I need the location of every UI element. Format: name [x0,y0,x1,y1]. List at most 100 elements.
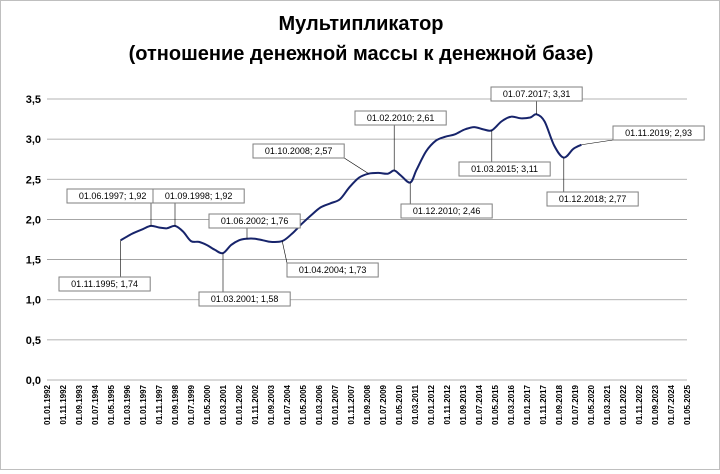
annotation: 01.03.2001; 1,58 [198,253,291,307]
series-line [120,113,582,255]
series-layer [120,113,582,255]
annotation-label: 01.03.2001; 1,58 [211,294,279,304]
y-axis-ticks: 0,0 0,5 1,0 1,5 2,0 2,5 3,0 3,5 [26,94,41,387]
annotation-label: 01.11.1995; 1,74 [71,279,138,289]
x-tick-label: 01.07.2009 [379,384,388,425]
annotation-box [208,213,301,229]
annotation-label: 01.12.2018; 2,77 [559,194,627,204]
x-tick-label: 01.09.2008 [363,384,372,425]
annotation: 01.06.1997; 1,92 [66,188,159,226]
x-tick-label: 01.09.2023 [651,384,660,425]
annotation-box [490,86,583,102]
chart-title-line1: Мультипликатор [278,13,443,35]
chart-title-line2: (отношение денежной массы к денежной баз… [129,43,594,65]
annotation: 01.09.1998; 1,92 [152,188,245,226]
annotation: 01.11.1995; 1,74 [58,240,151,292]
annotation-label: 01.09.1998; 1,92 [165,191,233,201]
annotation-box [152,188,245,204]
x-tick-label: 01.11.2012 [443,384,452,424]
x-tick-label: 01.11.2022 [635,384,644,424]
x-tick-label: 01.05.2015 [491,384,500,425]
x-tick-label: 01.07.1994 [91,384,100,425]
x-tick-label: 01.07.2019 [571,384,580,425]
x-tick-label: 01.01.1997 [139,384,148,425]
annotation-label: 01.10.2008; 2,57 [265,146,333,156]
annotation: 01.11.2019; 2,93 [581,125,705,146]
annotation-label: 01.11.2019; 2,93 [625,128,692,138]
x-tick-label: 01.09.2018 [555,384,564,425]
x-tick-label: 01.03.2011 [411,384,420,424]
annotation: 01.04.2004; 1,73 [281,241,379,278]
y-tick-label: 2,5 [26,174,41,186]
annotation-leader [581,139,614,146]
x-tick-label: 01.03.2021 [603,384,612,425]
x-tick-label: 01.11.1992 [59,384,68,424]
x-tick-label: 01.09.1993 [75,384,84,425]
annotation-label: 01.07.2017; 3,31 [503,89,571,99]
x-tick-label: 01.01.2007 [331,384,340,425]
x-tick-label: 01.09.2003 [267,384,276,425]
x-tick-label: 01.07.1999 [187,384,196,425]
annotation: 01.12.2018; 2,77 [546,157,639,207]
annotation-label: 01.03.2015; 3,11 [471,164,538,174]
annotation-label: 01.06.2002; 1,76 [221,216,289,226]
x-tick-label: 01.11.2017 [539,384,548,424]
x-tick-label: 01.07.2004 [283,384,292,425]
y-tick-label: 2,0 [26,214,41,226]
x-axis-ticks: 01.01.1992 01.11.1992 01.09.1993 01.07.1994… [43,384,692,425]
annotation-leader [344,157,369,174]
x-tick-label: 01.11.2007 [347,384,356,424]
x-tick-label: 01.11.2002 [251,384,260,424]
annotation-box [286,262,379,278]
y-tick-label: 0,5 [26,335,41,347]
x-tick-label: 01.05.2025 [683,384,692,425]
x-tick-label: 01.03.2001 [219,384,228,425]
x-tick-label: 01.05.2000 [203,384,212,425]
annotation-box [354,110,447,126]
x-tick-label: 01.03.2016 [507,384,516,425]
annotation-label: 01.02.2010; 2,61 [367,113,435,123]
annotation: 01.12.2010; 2,46 [400,182,493,219]
y-tick-label: 1,0 [26,295,41,307]
annotation-box [458,161,551,177]
x-tick-label: 01.09.2013 [459,384,468,425]
x-tick-label: 01.05.2020 [587,384,596,425]
annotation-label: 01.12.2010; 2,46 [413,206,481,216]
annotation: 01.03.2015; 3,11 [458,130,551,177]
x-tick-label: 01.03.1996 [123,384,132,425]
annotations: 01.11.1995; 1,74 01.06.1997; 1,92 01.09.19… [58,86,705,307]
annotation-box [198,291,291,307]
annotation: 01.06.2002; 1,76 [208,213,301,239]
annotation-box [612,125,705,141]
x-tick-label: 01.01.2012 [427,384,436,425]
x-tick-label: 01.05.1995 [107,384,116,425]
annotation-box [252,143,345,159]
annotation: 01.07.2017; 3,31 [490,86,583,115]
annotation-box [546,191,639,207]
x-tick-label: 01.01.2022 [619,384,628,425]
annotation: 01.02.2010; 2,61 [354,110,447,171]
annotation-label: 01.04.2004; 1,73 [299,265,367,275]
y-tick-label: 0,0 [26,375,41,387]
annotation-leader [281,241,288,264]
x-tick-label: 01.03.2006 [315,384,324,425]
x-tick-label: 01.11.1997 [155,384,164,424]
x-tick-label: 01.01.1992 [43,384,52,425]
annotation: 01.10.2008; 2,57 [252,143,369,174]
x-tick-label: 01.07.2024 [667,384,676,425]
y-tick-label: 3,5 [26,94,41,106]
y-tick-label: 1,5 [26,255,41,267]
annotation-box [58,276,151,292]
x-tick-label: 01.05.2005 [299,384,308,425]
annotation-box [400,203,493,219]
x-tick-label: 01.05.2010 [395,384,404,425]
x-tick-label: 01.01.2017 [523,384,532,425]
x-tick-label: 01.07.2014 [475,384,484,425]
grid-lines [47,98,687,381]
x-tick-label: 01.09.1998 [171,384,180,425]
y-tick-label: 3,0 [26,134,41,146]
x-tick-label: 01.01.2002 [235,384,244,425]
annotation-label: 01.06.1997; 1,92 [79,191,147,201]
